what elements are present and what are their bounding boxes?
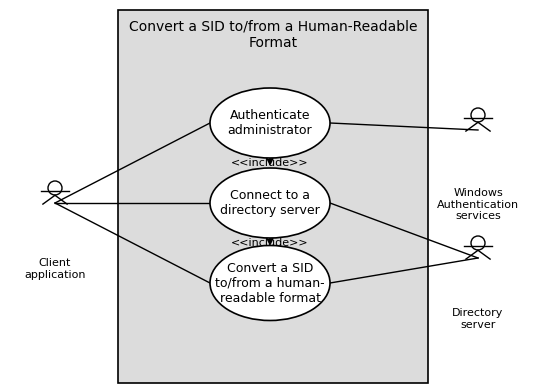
Text: Convert a SID
to/from a human-
readable format: Convert a SID to/from a human- readable … <box>215 262 325 305</box>
Text: Connect to a
directory server: Connect to a directory server <box>220 189 320 217</box>
Text: <<include>>: <<include>> <box>231 238 309 248</box>
Ellipse shape <box>210 168 330 238</box>
Ellipse shape <box>210 88 330 158</box>
Text: Windows
Authentication
services: Windows Authentication services <box>437 188 519 221</box>
Text: Convert a SID to/from a Human-Readable
Format: Convert a SID to/from a Human-Readable F… <box>129 20 417 50</box>
Text: Client
application: Client application <box>24 258 86 280</box>
Text: Directory
server: Directory server <box>453 308 504 329</box>
Circle shape <box>471 236 485 250</box>
Circle shape <box>471 108 485 122</box>
Bar <box>118 10 428 383</box>
Circle shape <box>48 181 62 195</box>
Text: Authenticate
administrator: Authenticate administrator <box>228 109 312 137</box>
Ellipse shape <box>210 246 330 320</box>
Text: <<include>>: <<include>> <box>231 158 309 168</box>
